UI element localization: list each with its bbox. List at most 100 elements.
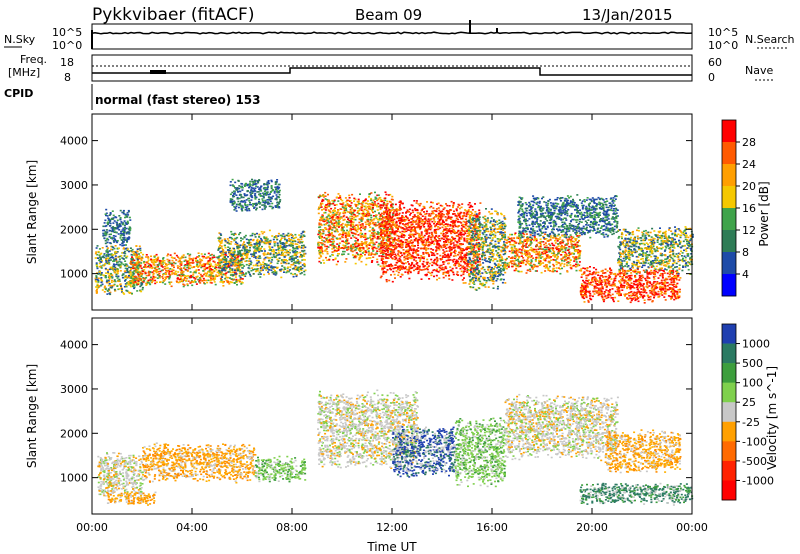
echo-cell: [268, 253, 271, 255]
echo-cell: [142, 253, 144, 256]
echo-cell: [297, 238, 299, 241]
echo-cell: [188, 257, 191, 259]
echo-cell: [194, 271, 197, 274]
echo-cell: [267, 257, 270, 259]
echo-cell: [366, 215, 369, 218]
echo-cell: [333, 219, 336, 221]
echo-cell: [364, 253, 366, 256]
echo-cell: [402, 266, 405, 268]
echo-cell: [224, 263, 227, 265]
echo-cell: [342, 234, 345, 236]
echo-cell: [124, 222, 127, 224]
echo-cell: [122, 241, 125, 243]
echo-cell: [267, 196, 270, 199]
echo-cell: [400, 247, 403, 249]
echo-cell: [259, 192, 262, 195]
echo-cell: [242, 247, 245, 249]
echo-cell: [184, 259, 187, 261]
echo-cell: [180, 277, 183, 280]
echo-cell: [335, 263, 338, 266]
echo-cell: [433, 254, 436, 257]
echo-cell: [291, 263, 294, 266]
echo-cell: [255, 268, 258, 271]
echo-cell: [266, 240, 268, 242]
echo-cell: [268, 249, 271, 251]
echo-cell: [445, 247, 448, 250]
echo-cell: [205, 257, 208, 259]
echo-cell: [271, 207, 274, 210]
echo-cell: [362, 217, 364, 220]
echo-cell: [367, 252, 370, 254]
echo-cell: [358, 221, 361, 224]
echo-cell: [338, 242, 341, 244]
echo-cell: [395, 266, 398, 269]
echo-cell: [233, 238, 236, 241]
echo-cell: [129, 247, 132, 249]
echo-cell: [228, 262, 231, 265]
echo-cell: [267, 264, 270, 266]
echo-cell: [382, 261, 384, 263]
echo-cell: [152, 260, 155, 262]
echo-cell: [123, 224, 126, 227]
echo-cell: [101, 289, 104, 291]
echo-cell: [128, 266, 131, 269]
echo-cell: [224, 273, 227, 275]
echo-cell: [224, 277, 227, 280]
echo-cell: [124, 267, 127, 270]
echo-cell: [132, 273, 135, 275]
echo-cell: [407, 211, 410, 213]
echo-cell: [328, 259, 331, 261]
echo-cell: [436, 270, 439, 273]
echo-cell: [470, 239, 473, 242]
echo-cell: [254, 264, 257, 267]
echo-cell: [225, 272, 228, 274]
echo-cell: [288, 234, 291, 237]
echo-cell: [331, 251, 334, 253]
echo-cell: [230, 241, 233, 243]
echo-cell: [170, 281, 173, 283]
echo-cell: [264, 201, 267, 204]
echo-cell: [264, 205, 267, 207]
echo-cell: [234, 276, 237, 278]
echo-cell: [293, 247, 296, 250]
echo-cell: [351, 250, 354, 253]
echo-cell: [319, 216, 322, 219]
echo-cell: [207, 275, 210, 278]
echo-cell: [441, 210, 444, 212]
echo-cell: [249, 246, 251, 249]
echo-cell: [156, 259, 159, 262]
echo-cell: [257, 202, 260, 205]
echo-cell: [357, 198, 360, 201]
echo-cell: [240, 255, 242, 257]
echo-cell: [364, 215, 367, 217]
echo-cell: [138, 266, 141, 268]
echo-cell: [470, 251, 472, 254]
echo-cell: [275, 197, 278, 200]
echo-cell: [368, 244, 371, 246]
echo-cell: [114, 239, 117, 242]
echo-cell: [107, 257, 109, 260]
echo-cell: [220, 234, 223, 236]
echo-cell: [116, 241, 119, 244]
echo-cell: [441, 266, 444, 269]
echo-cell: [155, 281, 158, 283]
echo-cell: [460, 257, 463, 260]
echo-cell: [231, 247, 234, 250]
echo-cell: [254, 245, 257, 247]
echo-cell: [253, 194, 256, 197]
echo-cell: [219, 261, 221, 264]
echo-cell: [176, 277, 179, 279]
echo-cell: [245, 238, 248, 241]
echo-cell: [155, 253, 158, 256]
echo-cell: [276, 204, 279, 206]
echo-cell: [462, 267, 465, 270]
echo-cell: [164, 265, 166, 268]
echo-cell: [137, 271, 140, 273]
echo-cell: [324, 195, 327, 197]
echo-cell: [195, 283, 198, 285]
echo-cell: [294, 262, 297, 264]
echo-cell: [178, 265, 181, 268]
echo-cell: [274, 183, 277, 185]
echo-cell: [285, 249, 288, 252]
echo-cell: [141, 286, 144, 289]
